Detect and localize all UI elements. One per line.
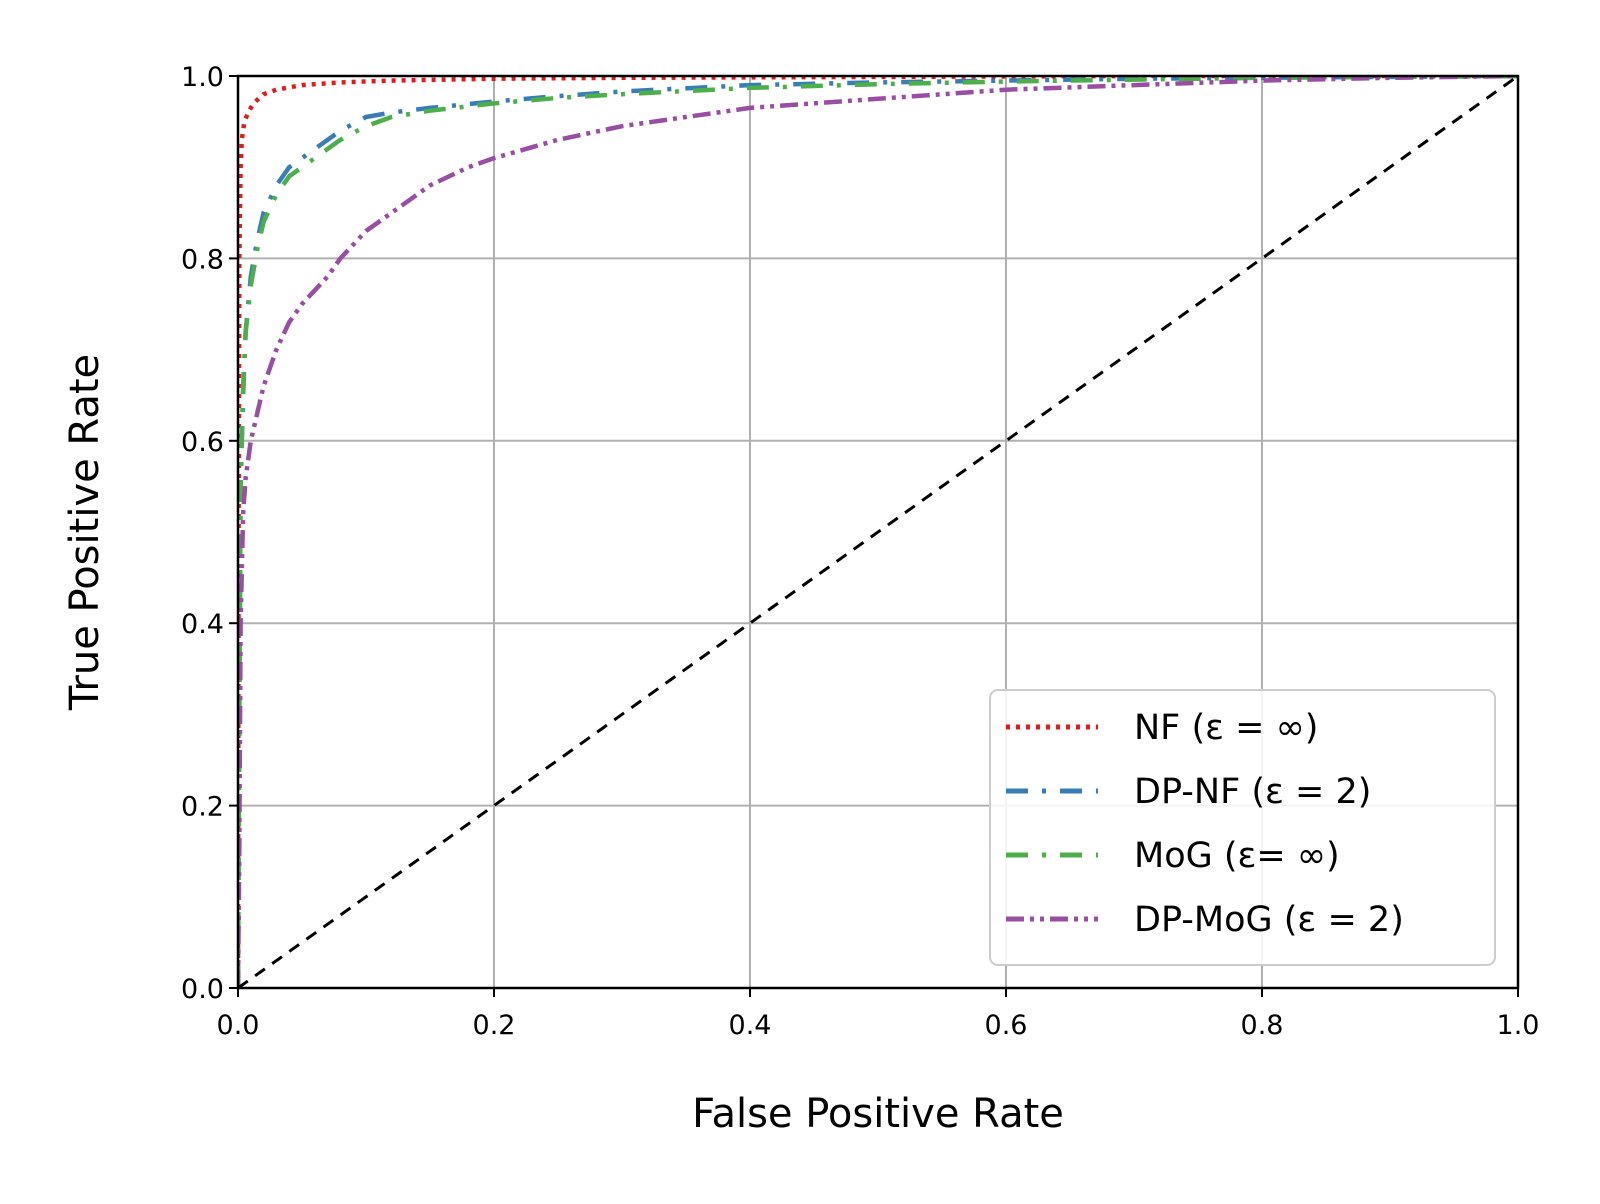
series-line-0 (238, 76, 1518, 988)
legend: NF (ε = ∞) DP-NF (ε = 2) MoG (ε= ∞) DP-MoG … (989, 689, 1496, 966)
legend-label-0: NF (ε = ∞) (1134, 708, 1318, 748)
y-tick-label: 0.8 (181, 244, 224, 275)
x-axis-label: False Positive Rate (692, 1091, 1064, 1137)
y-tick-label: 0.4 (181, 609, 224, 640)
series-layer (238, 76, 1518, 988)
legend-label-1: DP-NF (ε = 2) (1134, 772, 1371, 812)
legend-label-2: MoG (ε= ∞) (1134, 836, 1340, 876)
x-tick-label: 1.0 (1497, 1010, 1540, 1041)
x-tick-label: 0.2 (473, 1010, 516, 1041)
legend-label-3: DP-MoG (ε = 2) (1134, 900, 1404, 940)
legend-box (989, 689, 1496, 966)
x-tick-label: 0.8 (1241, 1010, 1284, 1041)
x-tick-label: 0.4 (729, 1010, 772, 1041)
chance-diagonal-line (238, 76, 1518, 988)
y-tick-label: 0.0 (181, 974, 224, 1005)
y-axis-label: True Positive Rate (62, 354, 108, 711)
ticks: 0.0 0.2 0.4 0.6 0.8 1.0 0.0 0.2 0.4 0.6 0.8 1.0 (181, 62, 1539, 1041)
series-line-3 (238, 76, 1518, 988)
plot-frame (236, 74, 1520, 990)
x-tick-label: 0.0 (217, 1010, 260, 1041)
y-tick-label: 1.0 (181, 62, 224, 93)
x-tick-label: 0.6 (985, 1010, 1028, 1041)
y-tick-label: 0.2 (181, 792, 224, 823)
grid (237, 75, 1519, 989)
y-tick-label: 0.6 (181, 427, 224, 458)
